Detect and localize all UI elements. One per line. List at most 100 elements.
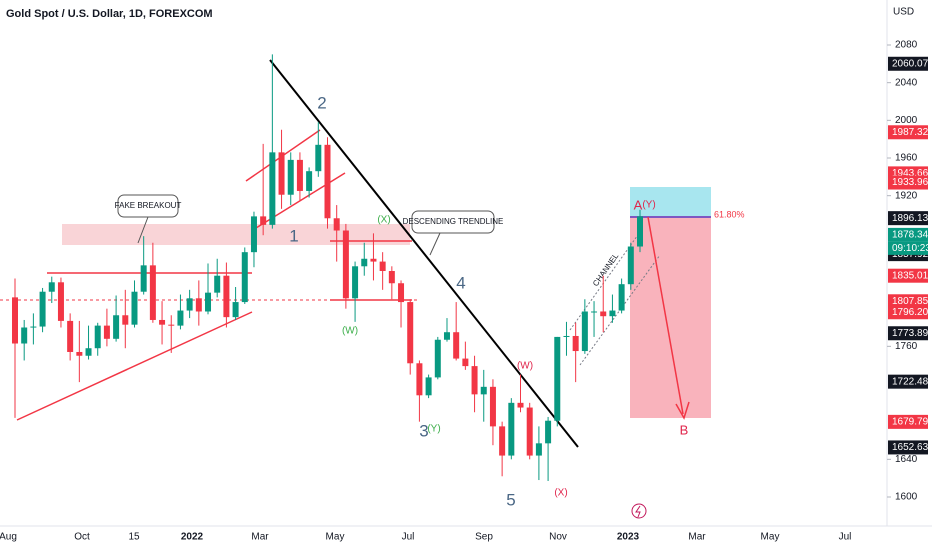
candle-body — [407, 302, 414, 364]
x-tick-label: Nov — [549, 532, 567, 543]
arrow-head — [675, 401, 690, 420]
candle-body — [67, 320, 74, 352]
wave-label: (W) — [342, 326, 358, 337]
candle-body — [333, 218, 340, 231]
price-label-bg — [888, 305, 928, 320]
wave-label: 1 — [289, 226, 298, 245]
candle-body — [159, 319, 166, 325]
candle-body — [30, 326, 37, 328]
x-tick-label: Mar — [251, 532, 269, 543]
support-trendline — [16, 311, 253, 421]
candle-body — [554, 336, 561, 421]
wave-label: 5 — [506, 490, 515, 509]
fib-label: 61.80% — [714, 209, 745, 219]
price-label-bg — [888, 268, 928, 283]
price-label-bg — [888, 326, 928, 341]
candle-body — [232, 302, 239, 318]
price-label: 1987.32 — [892, 127, 929, 138]
x-tick-label: Oct — [74, 532, 90, 543]
candle-body — [131, 291, 138, 325]
candle-body — [637, 216, 643, 247]
candle-body — [535, 443, 542, 456]
candle-body — [627, 246, 634, 285]
candle-body — [12, 297, 18, 344]
x-tick-label: Jul — [402, 532, 415, 543]
candles — [12, 54, 643, 481]
wave-label: (X) — [377, 215, 390, 226]
y-tick-label: 1920 — [895, 190, 918, 201]
candle-body — [388, 271, 395, 284]
candle-body — [113, 315, 120, 339]
y-tick-label: 1960 — [895, 153, 918, 164]
candle-body — [352, 266, 359, 299]
candle-body — [489, 386, 496, 427]
price-label: 1933.96 — [892, 177, 929, 188]
candle-body — [214, 275, 221, 293]
candle-body — [186, 298, 193, 311]
price-label: 2060.07 — [892, 58, 929, 69]
x-tick-label: 2022 — [181, 532, 204, 543]
candle-body — [618, 284, 625, 311]
candle-body — [296, 159, 303, 191]
candle-body — [287, 159, 294, 195]
candle-body — [39, 291, 46, 327]
risk-zone — [630, 217, 711, 418]
x-tick-label: May — [761, 532, 780, 543]
x-tick-label: May — [326, 532, 345, 543]
candle-body — [205, 292, 212, 312]
candle-body — [140, 265, 147, 292]
candle-body — [379, 261, 386, 271]
price-label-bg — [888, 125, 928, 140]
candle-body — [250, 216, 257, 253]
price-label-bg — [888, 56, 928, 71]
wave-label: 4 — [456, 273, 465, 292]
y-tick-label: 1600 — [895, 492, 918, 503]
candle-body — [462, 358, 469, 367]
price-label: 1773.89 — [892, 328, 929, 339]
candle-body — [480, 386, 487, 395]
target-zone — [630, 187, 711, 217]
candle-body — [21, 327, 28, 344]
candle-body — [223, 275, 230, 318]
wave-label: (Y) — [642, 200, 655, 211]
price-label: 1943.66 — [892, 168, 929, 179]
annotation: FAKE BREAKOUT — [115, 201, 182, 210]
wave-label: 2 — [317, 93, 326, 112]
wave-label: B — [680, 422, 689, 437]
x-tick-label: 2023 — [617, 532, 640, 543]
candle-body — [508, 402, 515, 456]
candle-body — [453, 332, 460, 359]
wave-label: 3 — [419, 421, 428, 440]
candle-body — [545, 420, 552, 444]
candle-body — [572, 335, 579, 352]
candle-body — [600, 311, 607, 317]
candle-body — [48, 282, 55, 292]
candle-body — [526, 407, 533, 456]
price-label: 1835.01 — [892, 270, 929, 281]
y-tick-label: 1760 — [895, 341, 918, 352]
candle-body — [76, 351, 83, 356]
candle-body — [581, 311, 588, 352]
currency: USD — [893, 7, 914, 18]
price-label: 1807.85 — [892, 296, 929, 307]
candle-body — [517, 402, 524, 408]
candle-body — [168, 324, 175, 326]
candle-body — [563, 335, 570, 337]
price-label: 1679.79 — [892, 417, 929, 428]
candle-body — [425, 377, 432, 396]
wave-label: (Y) — [427, 424, 440, 435]
y-tick-label: 2080 — [895, 40, 918, 51]
price-label-bg — [888, 211, 928, 226]
candle-body — [122, 315, 129, 325]
x-tick-label: Jul — [839, 532, 852, 543]
descending-trendline — [269, 59, 579, 448]
x-tick-label: 15 — [128, 532, 140, 543]
candle-body — [609, 310, 616, 317]
resistance-zone — [62, 224, 410, 245]
price-label: 1878.34 — [892, 230, 929, 241]
event-icon[interactable] — [631, 503, 647, 519]
chart-title: Gold Spot / U.S. Dollar, 1D, FOREXCOM — [6, 8, 213, 20]
candle-body — [471, 366, 478, 395]
